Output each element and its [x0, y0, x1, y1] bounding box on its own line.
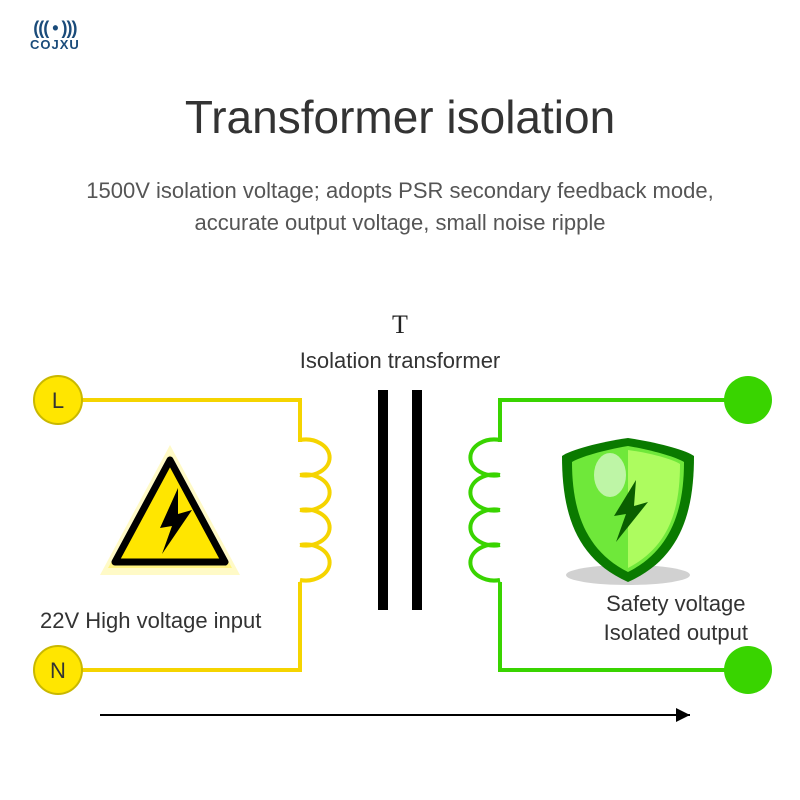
isolation-transformer-label: Isolation transformer — [0, 348, 800, 374]
subtitle-line-1: 1500V isolation voltage; adopts PSR seco… — [86, 178, 713, 203]
brand-logo: ((( • ))) COJXU — [30, 18, 80, 52]
core-bar-right — [412, 390, 422, 610]
core-bar-left — [378, 390, 388, 610]
right-coil — [470, 440, 500, 581]
brand-text: COJXU — [30, 37, 80, 52]
output-label-line-1: Safety voltage — [606, 591, 745, 616]
output-label: Safety voltage Isolated output — [604, 590, 748, 647]
left-coil — [300, 440, 330, 581]
t-symbol: T — [0, 310, 800, 340]
terminal-n-label: N — [50, 658, 66, 683]
transformer-diagram: T Isolation transformer — [0, 310, 800, 750]
terminal-out-top — [724, 376, 772, 424]
flow-arrow-head — [676, 708, 690, 722]
warning-triangle-icon — [100, 445, 240, 575]
antenna-icon: ((( • ))) — [30, 18, 80, 39]
safety-shield-icon — [562, 438, 694, 585]
terminal-l-label: L — [52, 388, 64, 413]
terminal-out-bottom — [724, 646, 772, 694]
page-subtitle: 1500V isolation voltage; adopts PSR seco… — [0, 175, 800, 239]
subtitle-line-2: accurate output voltage, small noise rip… — [195, 210, 606, 235]
input-label: 22V High voltage input — [40, 608, 261, 634]
output-label-line-2: Isolated output — [604, 620, 748, 645]
diagram-svg: L N — [0, 310, 800, 750]
page-title: Transformer isolation — [0, 90, 800, 144]
